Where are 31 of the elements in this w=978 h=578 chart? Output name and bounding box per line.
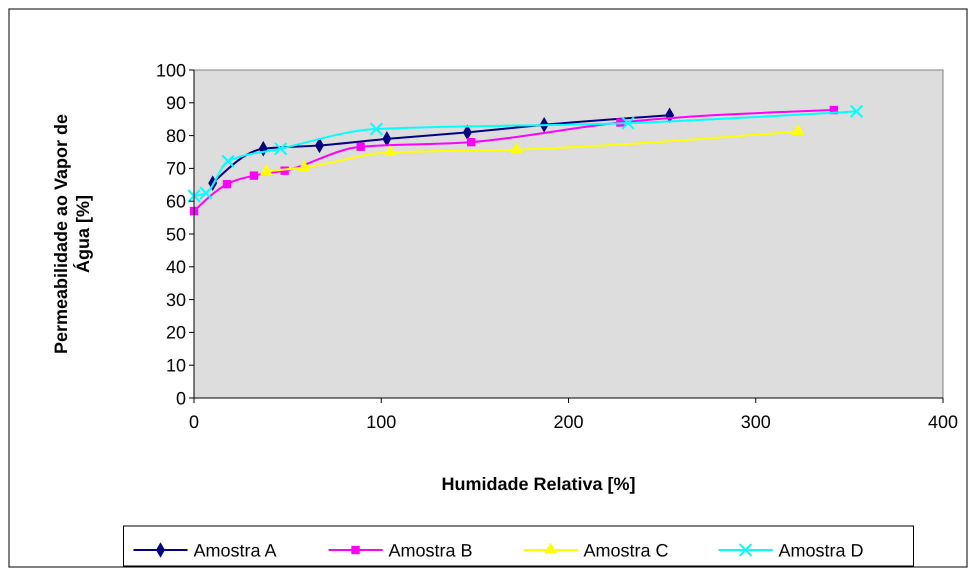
point — [356, 142, 365, 151]
y-tick-label: 80 — [166, 126, 186, 146]
y-tick-label: 70 — [166, 158, 186, 179]
point — [250, 171, 258, 180]
point — [274, 142, 288, 156]
x-tick-label: 400 — [928, 412, 958, 432]
point — [222, 180, 232, 188]
y-tick-label: 60 — [166, 192, 186, 212]
x-axis-title: Humidade Relativa [%] — [441, 474, 636, 494]
x-tick-label: 100 — [366, 412, 396, 432]
x-tick-label: 300 — [740, 412, 771, 432]
legend-label: Amostra C — [584, 540, 669, 560]
y-tick-label: 50 — [166, 224, 186, 244]
point — [621, 116, 635, 130]
legend-label: Amostra A — [194, 540, 277, 560]
point — [850, 104, 864, 118]
y-tick-label: 30 — [166, 290, 186, 310]
point — [370, 122, 384, 136]
y-tick-label: 90 — [166, 93, 186, 114]
y-tick-label: 100 — [156, 60, 186, 80]
y-tick-label: 20 — [166, 322, 186, 343]
x-tick-label: 200 — [553, 412, 584, 432]
y-tick-label: 40 — [166, 257, 186, 278]
legend-label: Amostra B — [388, 540, 473, 560]
y-axis-title: Permeabilidade ao Vapor de Água [%] — [51, 114, 93, 354]
x-tick-label: 0 — [188, 412, 200, 432]
y-tick-label: 0 — [176, 388, 186, 408]
legend-label: Amostra D — [778, 540, 864, 560]
point — [466, 138, 476, 146]
y-tick-label: 10 — [166, 356, 186, 376]
point — [221, 154, 235, 168]
